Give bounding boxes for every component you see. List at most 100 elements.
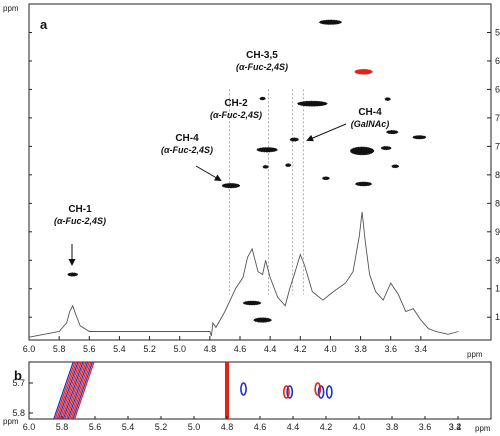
x-tick-label-b: 4.8 [221, 422, 234, 432]
panel-b-peaks [53, 361, 333, 420]
y-tick-label-a: 75 [495, 141, 500, 151]
x-tick-label-b: 5.2 [155, 422, 168, 432]
diagonal-contour [53, 361, 74, 420]
y-tick-label-a: 80 [495, 170, 500, 180]
y-axis-unit-label-b: ppm [3, 417, 19, 426]
diagonal-contour [70, 361, 92, 420]
y-tick-label-a: 55 [495, 27, 500, 37]
cross-peak [259, 96, 266, 101]
y-tick-label-a: 60 [495, 56, 500, 66]
x-tick-label-a: 6.0 [23, 344, 36, 354]
annotation-title: CH-2 [224, 98, 248, 109]
x-tick-label-b: 4.0 [353, 422, 366, 432]
diagonal-contour [64, 361, 85, 420]
annotation-title: CH-4 [175, 133, 199, 144]
cross-peak [349, 146, 375, 156]
cross-peak [242, 300, 262, 306]
cross-peak-b [317, 385, 325, 399]
y-tick-label-b: 5.7 [12, 378, 25, 388]
diagonal-contour [67, 361, 89, 420]
y-tick-label-a: 70 [495, 113, 500, 123]
cross-peak [253, 317, 272, 323]
x-tick-label-a: 5.8 [53, 344, 66, 354]
cross-peak [391, 164, 400, 169]
annotation-arrow [306, 123, 347, 142]
diagonal-contour [62, 361, 84, 420]
cross-peak [322, 176, 330, 181]
x-tick-label-a: 5.4 [113, 344, 126, 354]
panel-label-b: b [14, 368, 22, 383]
x-tick-label-b: 3.8 [386, 422, 399, 432]
x-tick-label-a: 5.2 [143, 344, 156, 354]
y-axis-b: 5.7 5.8 [12, 378, 33, 418]
panel-b-frame [28, 361, 492, 420]
diagonal-contour [69, 361, 90, 420]
cross-peak-b [240, 382, 247, 396]
annotation-subtitle: (α-Fuc-2,4S) [54, 216, 106, 226]
y-tick-label-b: 5.8 [12, 408, 25, 418]
x-tick-label-a: 3.6 [384, 344, 397, 354]
x-tick-label-a: 4.4 [264, 344, 277, 354]
x-tick-label-b: 5.0 [188, 422, 201, 432]
cross-peak [380, 146, 392, 151]
cross-peak [256, 147, 278, 153]
cross-peak-b [282, 385, 290, 399]
x-tick-label-a: 4.0 [324, 344, 337, 354]
annotation-subtitle: (α-Fuc-2,4S) [236, 62, 288, 72]
annotation-title: CH-1 [68, 204, 92, 215]
x-tick-label-b: 3.4 [449, 422, 462, 432]
x-tick-label-b: 3.2 [449, 422, 462, 432]
cross-peak [297, 100, 328, 107]
cross-peak [262, 165, 269, 169]
annotation-title: CH-4 [358, 107, 382, 118]
y-tick-label-a: 95 [495, 255, 500, 265]
x-tick-label-b: 5.6 [89, 422, 102, 432]
x-tick-label-b: 4.6 [254, 422, 267, 432]
x-tick-label-a: 5.0 [173, 344, 186, 354]
annotation-arrow [195, 165, 222, 182]
diagonal-contour [57, 361, 79, 420]
y-tick-label-a: 105 [495, 312, 500, 322]
water-line [225, 362, 229, 419]
panel-label-a: a [40, 17, 48, 32]
x-tick-label-b: 4.2 [320, 422, 333, 432]
diagonal-contour [72, 361, 93, 420]
x-axis-unit-label-a: ppm [467, 350, 483, 359]
annotation-subtitle: (α-Fuc-2,4S) [161, 145, 213, 155]
x-tick-label-a: 4.2 [294, 344, 307, 354]
cross-peak [285, 163, 292, 167]
diagonal-contour [61, 361, 82, 420]
x-tick-label-a: 4.8 [204, 344, 217, 354]
x-tick-label-a: 4.6 [234, 344, 247, 354]
x-tick-label-a: 5.6 [83, 344, 96, 354]
panel-a-frame [28, 3, 492, 341]
cross-peak-b [286, 385, 294, 399]
diagonal-contour [65, 361, 87, 420]
cross-peak [354, 68, 373, 75]
x-tick-label-b: 6.0 [23, 422, 36, 432]
diagonal-contour [56, 361, 77, 420]
annotation-title: CH-3,5 [246, 50, 278, 61]
hsqc-panel-b: 5.7 5.8 6.0 5.8 5.6 5.4 5.2 5.0 4.8 4.6 4.4 4.2 4.0… [3, 361, 492, 433]
peak-annotations: CH-1(α-Fuc-2,4S)CH-4(α-Fuc-2,4S)CH-2(α-F… [54, 50, 389, 266]
diagonal-contour [59, 361, 81, 420]
cross-peak [355, 181, 372, 187]
annotation-subtitle: (α-Fuc-2,4S) [210, 110, 262, 120]
hsqc-panel-a: CH-1(α-Fuc-2,4S)CH-4(α-Fuc-2,4S)CH-2(α-F… [3, 3, 500, 359]
y-axis-unit-label: ppm [3, 4, 19, 13]
diagonal-contour [73, 361, 95, 420]
y-tick-label-a: 85 [495, 198, 500, 208]
cross-peak [289, 137, 299, 142]
cross-peaks [67, 19, 427, 323]
y-axis-a: 55 60 65 70 75 80 85 90 95 100 105 [29, 27, 500, 322]
x-tick-label-b: 5.8 [56, 422, 69, 432]
cross-peak [386, 130, 399, 135]
y-tick-label-a: 100 [495, 284, 500, 294]
1d-proton-spectrum [28, 211, 459, 338]
cross-peak [412, 135, 427, 140]
cross-peak [384, 97, 391, 101]
diagonal-contour [54, 361, 76, 420]
x-tick-label-b: 5.4 [122, 422, 135, 432]
cross-peak-b [314, 382, 322, 396]
